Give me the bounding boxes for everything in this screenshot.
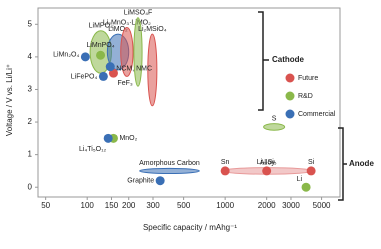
legend-label: R&D	[298, 93, 313, 100]
point	[301, 182, 311, 192]
point-label: LiMn₂O₄	[53, 52, 79, 59]
cathode-bracket	[258, 11, 269, 111]
x-tick-label: 200	[122, 201, 136, 210]
point	[220, 166, 230, 176]
x-tick-label: 5000	[313, 201, 331, 210]
point-label: Si	[308, 159, 315, 166]
point-label: NCM, NMC	[116, 65, 152, 72]
point	[80, 52, 90, 62]
point	[96, 50, 106, 60]
point-label: Li₂₂Si₅	[257, 159, 277, 166]
y-tick-label: 1	[28, 150, 33, 159]
x-tick-label: 2000	[258, 201, 276, 210]
x-axis-title: Specific capacity / mAhg⁻¹	[143, 223, 237, 232]
plot-frame	[37, 7, 341, 198]
anode-bracket	[338, 127, 347, 201]
region	[133, 17, 143, 87]
region-label: LiMO₂	[108, 26, 128, 33]
region-label: LiMPO₄	[89, 23, 113, 30]
legend-marker	[285, 73, 295, 83]
point-label: LiFePO₄	[71, 73, 98, 80]
annotation: Anode	[349, 159, 374, 168]
point-label: LiMnPO₄	[86, 42, 114, 49]
legend-label: Commercial	[298, 111, 336, 118]
region	[120, 27, 134, 77]
x-tick-label: 500	[177, 201, 191, 210]
point-label: FeF₃	[117, 80, 132, 87]
x-tick-label: 300	[146, 201, 160, 210]
point-label: Graphite	[127, 178, 154, 185]
point	[98, 71, 108, 81]
region-label: Amorphous Carbon	[139, 160, 200, 167]
x-tick-label: 150	[105, 201, 119, 210]
point	[103, 133, 113, 143]
point-label: Sn	[221, 159, 230, 166]
point-label: MnO₂	[119, 135, 137, 142]
chart: Specific capacity / mAhg⁻¹ Voltage / V v…	[5, 7, 374, 232]
region-label: LiMSO₄F	[124, 10, 153, 17]
point-label: Li	[297, 176, 303, 183]
region-label: Li₂MnO₃·LiMO₂	[103, 19, 151, 26]
point-label: Li₄Ti₅O₁₂	[79, 146, 107, 153]
region	[263, 123, 286, 131]
region-label: Alloy	[260, 160, 276, 167]
annotation: Cathode	[272, 55, 305, 64]
x-tick-label: 100	[81, 201, 95, 210]
y-tick-label: 2	[28, 117, 33, 126]
x-tick-label: 3000	[282, 201, 300, 210]
x-tick-label: 1000	[216, 201, 234, 210]
region-label: S	[272, 116, 277, 123]
point	[262, 166, 272, 176]
legend-marker	[285, 109, 295, 119]
legend-marker	[285, 91, 295, 101]
point	[155, 176, 165, 186]
y-tick-label: 3	[28, 85, 33, 94]
region-label: Li₂MSiO₄	[138, 26, 167, 33]
region	[147, 33, 158, 107]
y-tick-label: 5	[28, 19, 33, 28]
point	[105, 62, 115, 72]
y-tick-label: 4	[28, 52, 33, 61]
region	[139, 167, 200, 175]
legend-label: Future	[298, 75, 318, 82]
y-axis-title: Voltage / V vs. Li/Li⁺	[5, 64, 14, 136]
point	[306, 166, 316, 176]
x-tick-label: 50	[41, 201, 50, 210]
y-tick-label: 0	[28, 182, 33, 191]
